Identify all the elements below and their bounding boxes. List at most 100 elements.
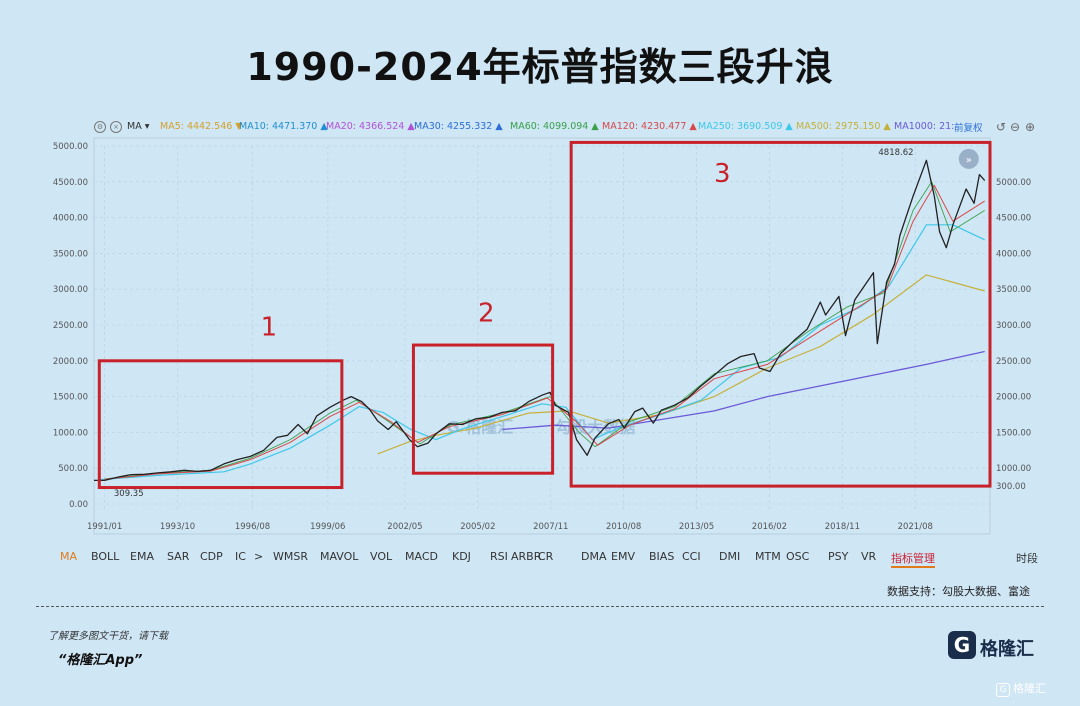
indicator-tab-11[interactable]: KDJ [452, 550, 471, 563]
y-tick-label: 4500.00 [53, 178, 88, 188]
indicator-tab-18[interactable]: CCI [682, 550, 701, 563]
indicator-tab-25[interactable]: 时段 [1016, 552, 1038, 565]
y-tick-label-right: 3500.00 [996, 285, 1031, 295]
y-tick-label: 500.00 [58, 464, 88, 474]
x-tick-label: 1993/10 [160, 522, 195, 532]
x-tick-label: 2013/05 [679, 522, 714, 532]
footer-app-name: “格隆汇App” [58, 653, 143, 668]
annotation-label: 4818.62 [878, 148, 913, 158]
box-number-label: 2 [478, 298, 495, 328]
x-tick-label: 2005/02 [460, 522, 495, 532]
x-tick-label: 2002/05 [387, 522, 422, 532]
y-tick-label-right: 1500.00 [996, 428, 1031, 438]
x-tick-label: 2016/02 [752, 522, 787, 532]
y-tick-label: 0.00 [69, 500, 88, 510]
box-number-label: 3 [714, 159, 731, 189]
y-tick-label-right: 5000.00 [996, 178, 1031, 188]
settings-icon[interactable]: ⚙ [94, 121, 110, 133]
series-line-ma60 [104, 181, 985, 480]
y-tick-label: 1500.00 [53, 393, 88, 403]
indicator-tab-21[interactable]: OSC [786, 550, 810, 563]
indicator-tab-4[interactable]: CDP [200, 550, 223, 563]
box-number-label: 1 [261, 313, 278, 343]
y-tick-label: 4000.00 [53, 214, 88, 224]
series-line-price [94, 159, 986, 482]
ma-value-0: MA5: 4442.546 ▼ [160, 121, 243, 132]
ma-value-6: MA250: 3690.509 ▲ [698, 121, 793, 132]
y-tick-label-right: 4500.00 [996, 214, 1031, 224]
ma-value-8: MA1000: 21: [894, 121, 955, 132]
ma-value-7: MA500: 2975.150 ▲ [796, 121, 891, 132]
y-tick-label: 2000.00 [53, 357, 88, 367]
indicator-tab-8[interactable]: MAVOL [320, 550, 359, 563]
indicator-tab-14[interactable]: CR [538, 550, 554, 563]
x-tick-label: 2018/11 [825, 522, 860, 532]
y-tick-label: 2500.00 [53, 321, 88, 331]
expand-arrow: » [966, 155, 972, 166]
indicator-tab-10[interactable]: MACD [405, 550, 438, 563]
data-source: 数据支持：勾股大数据、富途 [887, 585, 1030, 598]
x-tick-label: 2010/08 [606, 522, 641, 532]
gelonghui-logo-icon: G [948, 631, 976, 659]
watermark: G 格隆汇 [996, 680, 1046, 697]
highlight-box-3 [569, 140, 992, 488]
adjust-button[interactable]: 前复权 [954, 123, 983, 134]
x-tick-label: 1999/06 [310, 522, 345, 532]
undo-icon[interactable]: ↺ [996, 120, 1007, 134]
indicator-tab-5[interactable]: IC [235, 550, 246, 563]
indicator-tab-23[interactable]: VR [861, 550, 877, 563]
x-tick-label: 1996/08 [235, 522, 270, 532]
indicator-tab-17[interactable]: BIAS [649, 550, 675, 563]
series-line-ma120 [104, 184, 985, 480]
highlight-box-1 [97, 359, 344, 490]
divider [36, 606, 1044, 607]
ma-value-4: MA60: 4099.094 ▲ [510, 121, 599, 132]
ma-selector[interactable]: MA ▾ [127, 121, 150, 132]
indicator-tab-9[interactable]: VOL [370, 550, 393, 563]
y-tick-label-right: 300.00 [996, 482, 1026, 492]
y-tick-label: 1000.00 [53, 428, 88, 438]
y-tick-label-right: 1000.00 [996, 464, 1031, 474]
y-tick-label-right: 3000.00 [996, 321, 1031, 331]
x-tick-label: 2021/08 [898, 522, 933, 532]
logo-text: 格隆汇 [980, 639, 1034, 660]
indicator-tab-24[interactable]: 指标管理 [891, 550, 935, 568]
indicator-tab-0[interactable]: MA [60, 550, 78, 563]
indicator-tab-22[interactable]: PSY [828, 550, 849, 563]
ma-value-1: MA10: 4471.370 ▲ [239, 121, 328, 132]
y-tick-label-right: 4000.00 [996, 249, 1031, 259]
ma-value-2: MA20: 4366.524 ▲ [326, 121, 415, 132]
expand-icon [958, 148, 979, 169]
indicator-tab-15[interactable]: DMA [581, 550, 607, 563]
series-line-ma250 [99, 224, 985, 481]
indicator-tab-3[interactable]: SAR [167, 550, 190, 563]
indicator-tab-19[interactable]: DMI [719, 550, 741, 563]
series-line-ma500 [377, 274, 985, 455]
highlight-box-2 [411, 343, 555, 475]
y-tick-label-right: 2000.00 [996, 393, 1031, 403]
indicator-tab-13[interactable]: ARBR [511, 550, 542, 563]
sp500-chart: 0.00 500.00 1000.00 1500.00 2000.00 2500.00 30… [53, 137, 1031, 535]
indicator-tab-1[interactable]: BOLL [91, 550, 120, 563]
y-tick-label: 3000.00 [53, 285, 88, 295]
chart-title: 1990-2024年标普指数三段升浪 [246, 45, 834, 89]
footer-note: 了解更多图文干货，请下载 [48, 631, 168, 642]
ma-toolbar: ⚙ × MA ▾ MA5: 4442.546 ▼ MA10: 4471.370 ▲… [94, 119, 1044, 135]
x-tick-label: 1991/01 [87, 522, 122, 532]
x-tick-label: 2007/11 [533, 522, 568, 532]
indicator-tab-20[interactable]: MTM [755, 550, 781, 563]
zoom-out-icon[interactable]: ⊖ [1010, 120, 1021, 134]
y-tick-label: 5000.00 [53, 142, 88, 152]
indicator-tab-2[interactable]: EMA [130, 550, 154, 563]
ma-value-3: MA30: 4255.332 ▲ [414, 121, 503, 132]
zoom-in-icon[interactable]: ⊕ [1025, 120, 1036, 134]
indicator-tab-7[interactable]: WMSR [273, 550, 308, 563]
indicator-bar: MA BOLL EMA SAR CDP IC > WMSR MAVOL VOL MACD KDJ RSI… [60, 548, 1045, 568]
indicator-tab-16[interactable]: EMV [611, 550, 635, 563]
annotation-label: 309.35 [114, 489, 144, 499]
indicator-tab-12[interactable]: RSI [490, 550, 508, 563]
indicator-tab-6[interactable]: > [254, 550, 264, 563]
ma-value-5: MA120: 4230.477 ▲ [602, 121, 697, 132]
close-icon[interactable]: × [110, 121, 126, 133]
y-tick-label-right: 2500.00 [996, 357, 1031, 367]
